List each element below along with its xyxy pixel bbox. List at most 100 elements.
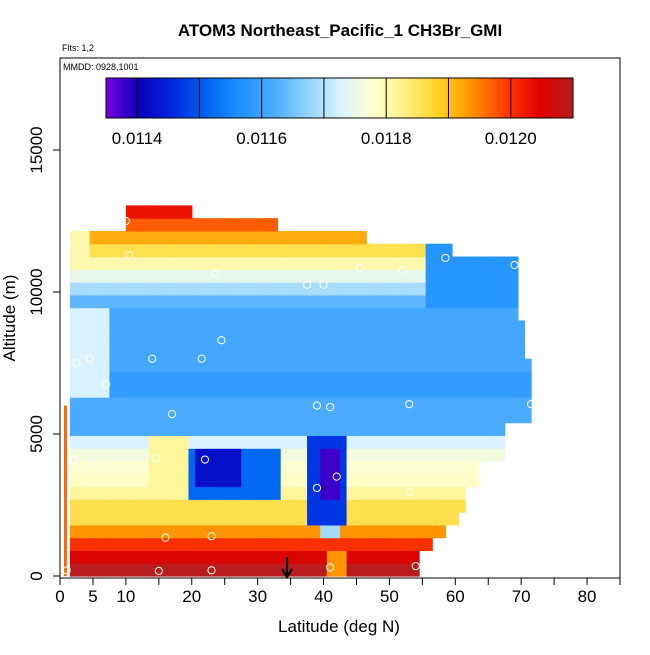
heatmap-cell: [412, 384, 420, 398]
heatmap-cell: [359, 397, 367, 411]
heatmap-cell: [175, 384, 183, 398]
heatmap-cell: [132, 205, 140, 219]
heatmap-cell: [326, 409, 335, 424]
heatmap-cell: [195, 563, 203, 577]
heatmap-cell: [208, 473, 216, 488]
heatmap-cell: [69, 435, 78, 449]
heatmap-cell: [274, 448, 282, 462]
heatmap-cell: [280, 550, 288, 564]
heatmap-cell: [366, 294, 374, 309]
heatmap-cell: [504, 294, 512, 309]
heatmap-cell: [346, 499, 354, 513]
heatmap-cell: [260, 448, 269, 462]
heatmap-cell: [102, 243, 111, 258]
heatmap-cell: [214, 371, 223, 385]
heatmap-cell: [208, 422, 216, 437]
heatmap-cell: [135, 282, 143, 296]
heatmap-cell: [254, 256, 262, 270]
heatmap-cell: [195, 486, 203, 500]
heatmap-cell: [386, 320, 394, 334]
heatmap-cell: [96, 256, 104, 270]
heatmap-cell: [228, 230, 236, 245]
heatmap-cell: [293, 269, 302, 283]
heatmap-cell: [307, 230, 315, 245]
heatmap-cell: [254, 243, 262, 258]
heatmap-cell: [504, 256, 512, 270]
heatmap-cell: [445, 448, 453, 462]
heatmap-cell: [517, 409, 526, 424]
heatmap-cell: [353, 269, 361, 283]
heatmap-cell: [254, 384, 262, 398]
heatmap-cell: [346, 563, 354, 577]
heatmap-cell: [109, 397, 117, 411]
heatmap-cell: [201, 294, 209, 309]
heatmap-cell: [471, 294, 479, 309]
heatmap-cell: [162, 384, 170, 398]
sample-point: [72, 358, 81, 368]
heatmap-cell: [208, 524, 216, 539]
heatmap-cell: [69, 512, 78, 526]
heatmap-cell: [274, 524, 282, 539]
heatmap-cell: [260, 371, 269, 385]
heatmap-cell: [254, 486, 262, 500]
heatmap-cell: [247, 371, 255, 385]
heatmap-cell: [372, 307, 381, 321]
heatmap-cell: [69, 307, 78, 321]
heatmap-cell: [511, 409, 519, 424]
heatmap-cell: [188, 460, 196, 475]
heatmap-cell: [386, 294, 394, 309]
heatmap-cell: [307, 384, 315, 398]
heatmap-cell: [267, 550, 275, 564]
heatmap-cell: [478, 320, 486, 334]
heatmap-cell: [234, 294, 242, 309]
heatmap-cell: [379, 358, 387, 373]
heatmap-cell: [129, 243, 137, 258]
heatmap-cell: [465, 435, 473, 449]
heatmap-cell: [504, 409, 512, 424]
heatmap-cell: [241, 524, 249, 539]
heatmap-cell: [142, 269, 150, 283]
heatmap-cell: [83, 307, 91, 321]
heatmap-cell: [313, 499, 321, 513]
heatmap-cell: [148, 345, 157, 360]
heatmap-cell: [267, 358, 275, 373]
heatmap-cell: [145, 218, 153, 232]
heatmap-cell: [96, 422, 104, 437]
heatmap-cell: [274, 294, 282, 309]
heatmap-cell: [412, 397, 420, 411]
heatmap-cell: [379, 294, 387, 309]
heatmap-cell: [478, 371, 486, 385]
heatmap-cell: [247, 256, 255, 270]
heatmap-cell: [162, 358, 170, 373]
heatmap-cell: [366, 282, 374, 296]
heatmap-cell: [148, 524, 157, 539]
heatmap-cell: [445, 384, 453, 398]
heatmap-cell: [195, 409, 203, 424]
heatmap-cell: [89, 243, 97, 258]
heatmap-cell: [116, 460, 124, 475]
heatmap-cell: [260, 384, 269, 398]
heatmap-cell: [320, 333, 328, 347]
heatmap-cell: [333, 269, 341, 283]
heatmap-cell: [267, 563, 275, 577]
heatmap-cell: [228, 512, 236, 526]
heatmap-cell: [260, 345, 269, 360]
heatmap-cell: [425, 486, 433, 500]
heatmap-cell: [260, 294, 269, 309]
heatmap-cell: [333, 537, 341, 552]
heatmap-cell: [109, 384, 117, 398]
heatmap-cell: [405, 435, 414, 449]
heatmap-cell: [83, 243, 91, 258]
heatmap-cell: [135, 563, 143, 577]
heatmap-cell: [274, 499, 282, 513]
heatmap-cell: [359, 230, 367, 245]
heatmap-cell: [208, 294, 216, 309]
heatmap-cell: [175, 345, 183, 360]
heatmap-cell: [168, 345, 176, 360]
heatmap-cell: [267, 371, 275, 385]
heatmap-cell: [320, 320, 328, 334]
heatmap-cell: [260, 512, 269, 526]
heatmap-cell: [89, 345, 97, 360]
heatmap-cell: [175, 397, 183, 411]
heatmap-cell: [346, 320, 354, 334]
